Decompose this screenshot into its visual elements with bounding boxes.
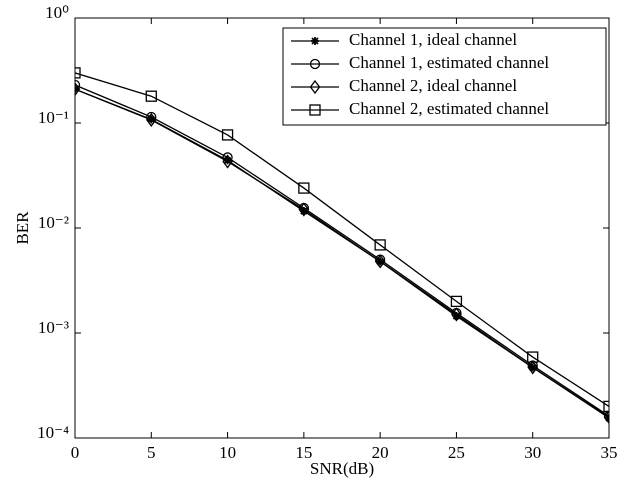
y-tick-label: 10⁻² (38, 213, 69, 232)
legend-box (282, 27, 607, 126)
x-tick-label: 10 (219, 443, 236, 462)
legend-marker (309, 79, 321, 95)
series-line (75, 88, 609, 418)
marker (146, 111, 157, 123)
y-tick-label: 10⁻³ (38, 318, 69, 337)
marker (527, 351, 539, 363)
marker (75, 79, 81, 91)
y-tick-label: 10⁻¹ (38, 108, 69, 127)
x-tick-label: 20 (372, 443, 389, 462)
marker (603, 410, 609, 422)
x-tick-label: 0 (71, 443, 80, 462)
legend-marker (311, 37, 319, 45)
marker (603, 400, 609, 413)
marker (75, 67, 81, 79)
marker (145, 112, 157, 127)
x-tick-label: 15 (295, 443, 312, 462)
x-tick-label: 30 (524, 443, 541, 462)
x-tick-label: 5 (147, 443, 156, 462)
marker (299, 207, 308, 216)
legend-marker (309, 58, 321, 70)
series-line (75, 84, 609, 417)
x-tick-label: 35 (601, 443, 618, 462)
plot-area (75, 67, 609, 425)
legend-label: Channel 2, ideal channel (349, 76, 517, 95)
marker (223, 156, 232, 165)
y-tick-label: 10⁻⁴ (37, 423, 69, 442)
legend-label: Channel 1, estimated channel (349, 53, 549, 72)
marker (221, 129, 234, 141)
marker (145, 90, 157, 102)
legend-label: Channel 2, estimated channel (349, 99, 549, 118)
marker (298, 182, 310, 194)
marker (298, 202, 310, 217)
legend-label: Channel 1, ideal channel (349, 30, 517, 49)
marker (75, 82, 81, 97)
x-axis-label: SNR(dB) (310, 459, 374, 478)
y-tick-label: 10⁰ (45, 3, 69, 22)
marker (374, 239, 386, 251)
series-line (75, 72, 609, 407)
marker (451, 307, 462, 322)
marker (527, 360, 539, 375)
marker (603, 410, 609, 425)
x-tick-label: 25 (448, 443, 465, 462)
marker (452, 312, 461, 321)
marker (222, 154, 233, 169)
plot-frame (74, 17, 610, 439)
y-axis-label: BER (13, 211, 32, 245)
marker (374, 254, 386, 269)
marker (450, 295, 463, 308)
legend-marker (309, 104, 321, 116)
